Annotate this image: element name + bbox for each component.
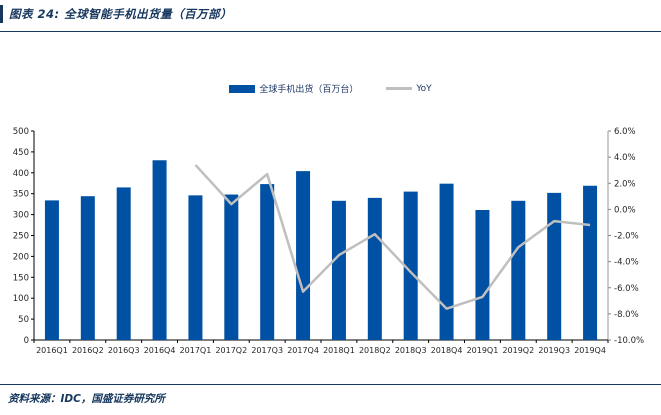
figure-header: 图表 24: 全球智能手机出货量（百万部） xyxy=(0,3,661,27)
left-axis-tick-label: 400 xyxy=(13,169,29,179)
bar-2018Q3 xyxy=(403,191,418,340)
bar-2019Q3 xyxy=(547,192,562,340)
left-axis-tick-label: 0 xyxy=(24,336,29,346)
x-axis-label: 2019Q2 xyxy=(502,346,534,355)
bar-2018Q4 xyxy=(439,183,454,340)
legend-item-shipments: 全球手机出货（百万台） xyxy=(229,82,358,95)
footer-divider xyxy=(0,384,661,385)
line-series-swatch xyxy=(386,87,413,90)
right-axis-tick-label: -4.0% xyxy=(614,258,639,268)
left-axis-tick-label: 100 xyxy=(13,294,29,304)
x-axis-label: 2018Q4 xyxy=(431,346,463,355)
x-axis-label: 2016Q3 xyxy=(108,346,140,355)
chart-legend: 全球手机出货（百万台） YoY xyxy=(0,82,661,95)
bar-series-swatch xyxy=(229,84,256,93)
right-axis-tick-label: -8.0% xyxy=(614,310,639,320)
x-axis-label: 2017Q1 xyxy=(180,346,212,355)
title-accent-bar xyxy=(0,5,3,23)
bar-2017Q3 xyxy=(260,184,275,340)
left-axis-tick-label: 200 xyxy=(13,252,29,262)
x-axis-label: 2018Q2 xyxy=(359,346,391,355)
right-axis-tick-label: 2.0% xyxy=(614,179,636,189)
bar-2019Q1 xyxy=(475,210,490,340)
bar-2019Q2 xyxy=(511,200,526,340)
left-axis-tick-label: 450 xyxy=(13,148,29,158)
legend-label-yoy: YoY xyxy=(416,83,432,94)
right-axis-tick-label: -6.0% xyxy=(614,284,639,294)
bar-2017Q4 xyxy=(296,171,311,340)
right-axis-tick-label: -10.0% xyxy=(614,336,644,346)
legend-label-shipments: 全球手机出货（百万台） xyxy=(259,85,359,95)
bar-2016Q2 xyxy=(80,196,95,340)
x-axis-label: 2017Q3 xyxy=(251,346,283,355)
x-axis-label: 2018Q3 xyxy=(395,346,427,355)
bar-2018Q1 xyxy=(331,200,346,340)
left-axis-tick-label: 500 xyxy=(13,127,29,137)
left-axis-tick-label: 250 xyxy=(13,232,29,242)
x-axis-label: 2017Q2 xyxy=(215,346,247,355)
figure-title: 图表 24: 全球智能手机出货量（百万部） xyxy=(9,7,233,21)
x-axis-label: 2016Q2 xyxy=(72,346,104,355)
right-axis-tick-label: -2.0% xyxy=(614,232,639,242)
x-axis-label: 2019Q4 xyxy=(574,346,606,355)
left-axis-tick-label: 350 xyxy=(13,190,29,200)
x-axis-label: 2019Q3 xyxy=(538,346,570,355)
x-axis-label: 2018Q1 xyxy=(323,346,355,355)
bar-2016Q3 xyxy=(116,187,131,340)
source-note: 资料来源：IDC，国盛证券研究所 xyxy=(8,393,165,405)
bar-2019Q4 xyxy=(583,185,598,340)
yoy-line xyxy=(194,164,591,310)
left-axis-tick-label: 300 xyxy=(13,211,29,221)
bar-2017Q1 xyxy=(188,195,203,340)
bar-2017Q2 xyxy=(224,194,239,340)
right-axis-tick-label: 0.0% xyxy=(614,205,636,215)
left-axis-tick-label: 50 xyxy=(18,315,29,325)
right-axis-tick-label: 6.0% xyxy=(614,127,636,137)
bar-2018Q2 xyxy=(367,197,382,340)
x-axis-label: 2017Q4 xyxy=(287,346,319,355)
header-divider xyxy=(0,31,661,32)
legend-item-yoy: YoY xyxy=(386,83,432,94)
x-axis-label: 2016Q4 xyxy=(144,346,176,355)
x-axis-label: 2016Q1 xyxy=(36,346,68,355)
right-axis-tick-label: 4.0% xyxy=(614,153,636,163)
bar-2016Q1 xyxy=(44,200,59,340)
bar-2016Q4 xyxy=(152,160,167,340)
left-axis-tick-label: 150 xyxy=(13,273,29,283)
x-axis-label: 2019Q1 xyxy=(467,346,499,355)
